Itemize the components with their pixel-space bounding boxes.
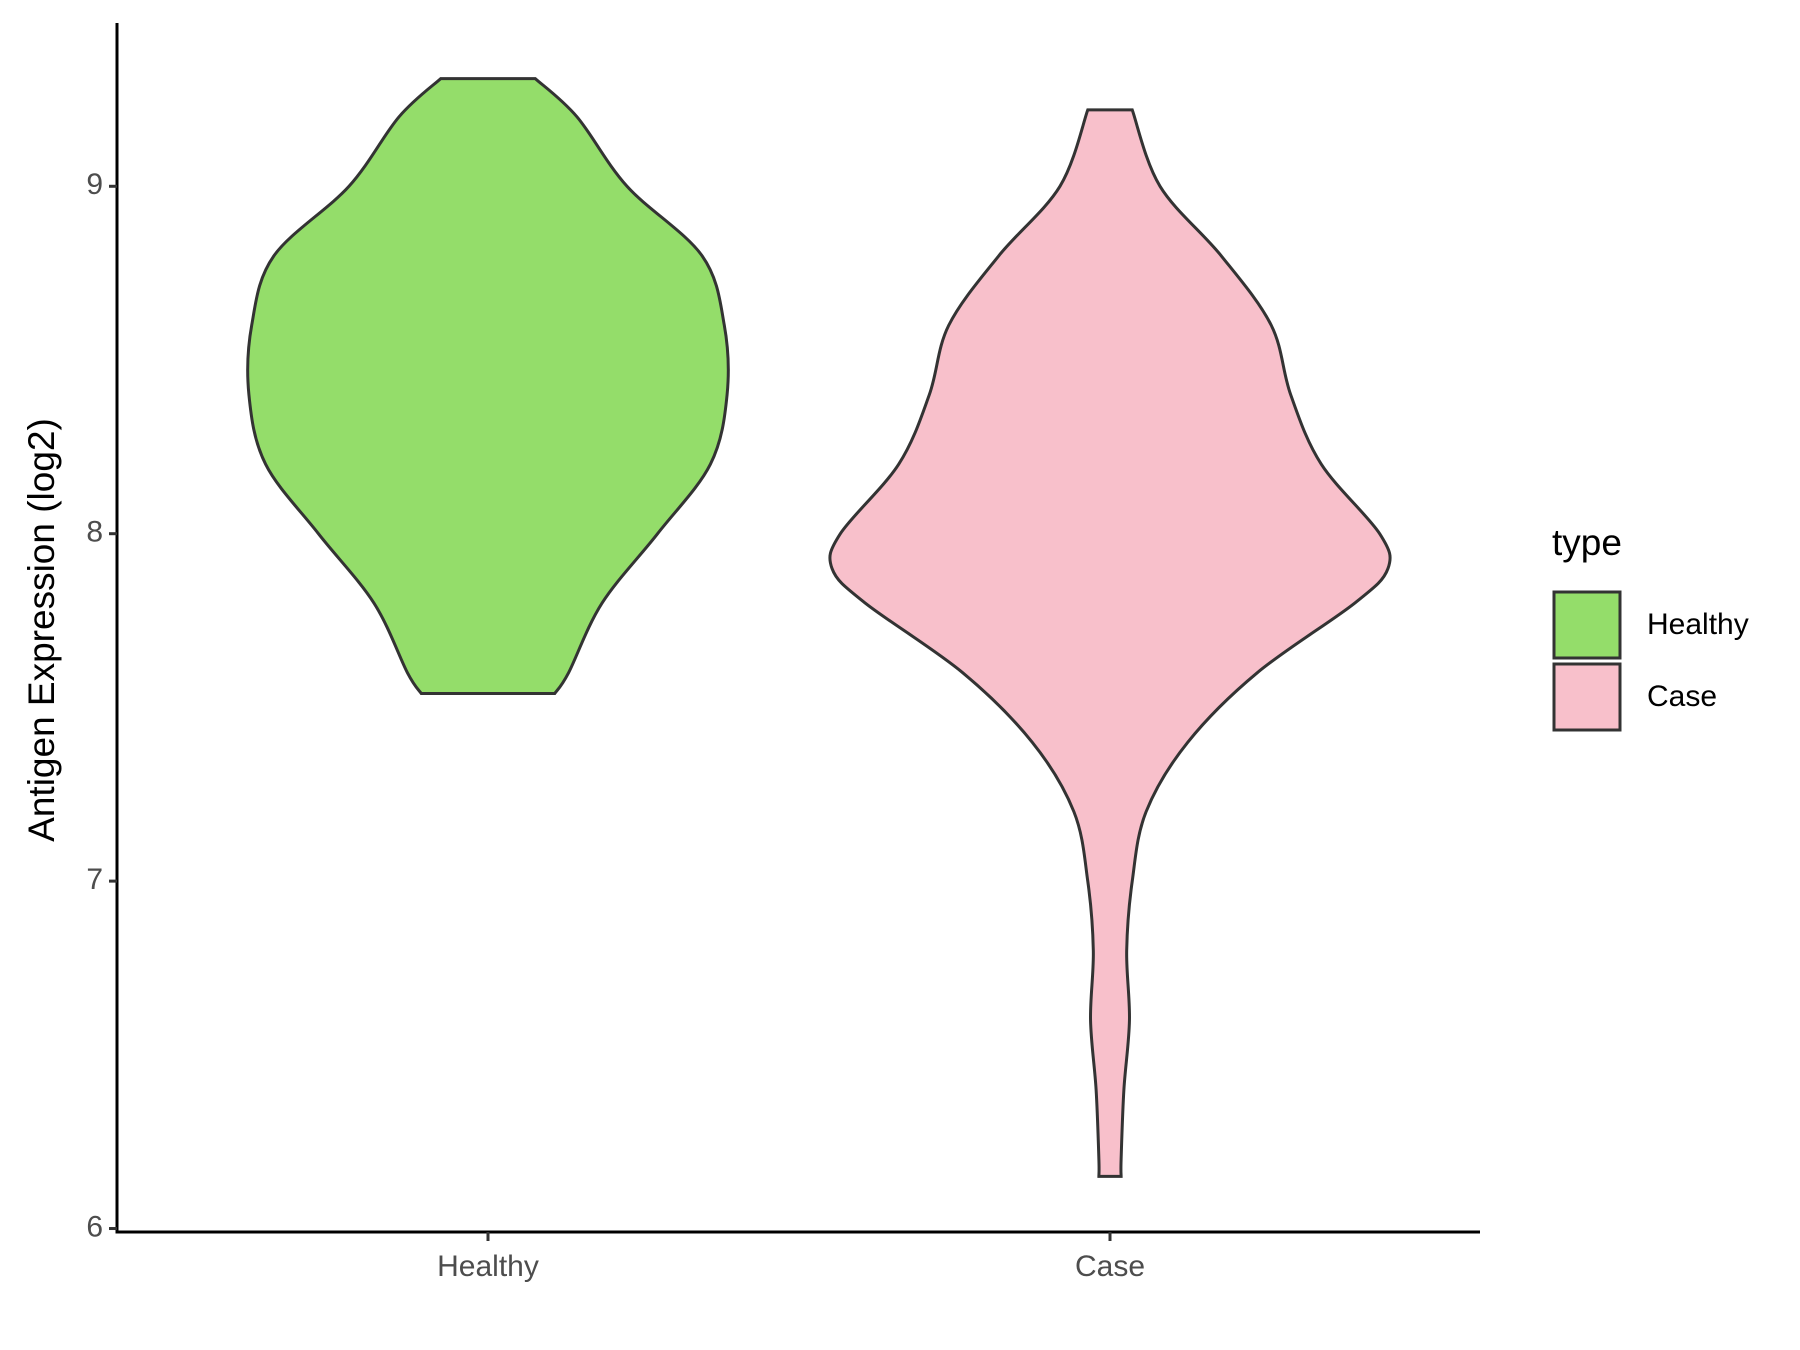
- legend-label: Case: [1647, 680, 1717, 713]
- y-tick-label: 7: [86, 863, 103, 896]
- legend-title: type: [1552, 522, 1622, 563]
- y-tick-label: 8: [86, 516, 103, 549]
- violin: [246, 77, 730, 696]
- x-tick-label: Healthy: [437, 1250, 539, 1283]
- legend-label: Healthy: [1647, 608, 1749, 641]
- legend-key: [1552, 662, 1622, 732]
- violin: [828, 108, 1392, 1178]
- legend-key: [1552, 590, 1622, 660]
- y-tick-label: 6: [86, 1210, 103, 1243]
- y-tick-label: 9: [86, 168, 103, 201]
- x-tick-label: Case: [1075, 1250, 1145, 1283]
- y-axis-label: Antigen Expression (log2): [21, 418, 62, 842]
